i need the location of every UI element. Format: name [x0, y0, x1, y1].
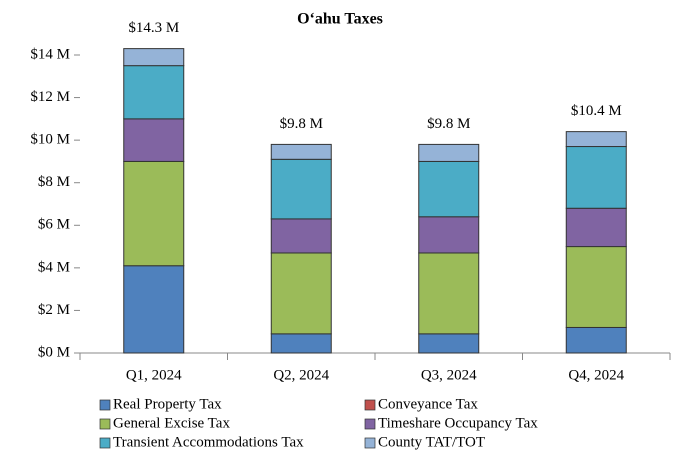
- total-label: $9.8 M: [280, 116, 323, 132]
- bar-segment: [418, 252, 480, 335]
- bar-segment: [123, 265, 185, 354]
- legend-label: Transient Accommodations Tax: [113, 434, 304, 450]
- bar-segment: [123, 118, 185, 162]
- bar-segment: [270, 143, 332, 160]
- bar-segment: [565, 146, 627, 209]
- x-tick-label: Q3, 2024: [421, 367, 477, 383]
- bar-segment: [418, 160, 480, 218]
- bar-segment: [565, 326, 627, 354]
- y-tick-label: $6 M: [38, 217, 70, 233]
- total-label: $10.4 M: [571, 103, 622, 119]
- bar-segment: [418, 333, 480, 354]
- bar-segment: [418, 143, 480, 162]
- y-tick-label: $0 M: [38, 344, 70, 360]
- bar-segment: [123, 48, 185, 67]
- bar-segment: [270, 158, 332, 220]
- legend-swatch: [99, 437, 111, 449]
- x-tick-label: Q4, 2024: [568, 367, 624, 383]
- bar-segment: [418, 216, 480, 254]
- legend-label: County TAT/TOT: [378, 434, 485, 450]
- bar-segment: [270, 333, 332, 354]
- legend-swatch: [99, 418, 111, 430]
- bar-segment: [123, 65, 185, 120]
- x-tick-label: Q1, 2024: [126, 367, 182, 383]
- bar-segment: [270, 218, 332, 254]
- bar-segment: [565, 246, 627, 328]
- legend-label: Real Property Tax: [113, 396, 222, 412]
- legend-swatch: [364, 399, 376, 411]
- total-label: $9.8 M: [427, 116, 470, 132]
- total-label: $14.3 M: [128, 20, 179, 36]
- y-tick-label: $2 M: [38, 302, 70, 318]
- legend-label: Timeshare Occupancy Tax: [378, 415, 538, 431]
- chart-title: O‘ahu Taxes: [297, 11, 383, 28]
- y-tick-label: $12 M: [30, 89, 70, 105]
- legend-swatch: [99, 399, 111, 411]
- y-tick-label: $8 M: [38, 174, 70, 190]
- legend-swatch: [364, 437, 376, 449]
- legend-label: Conveyance Tax: [378, 396, 478, 412]
- legend-swatch: [364, 418, 376, 430]
- x-tick-label: Q2, 2024: [273, 367, 329, 383]
- bar-segment: [123, 160, 185, 267]
- bar-segment: [565, 207, 627, 248]
- y-tick-label: $4 M: [38, 259, 70, 275]
- y-tick-label: $10 M: [30, 132, 70, 148]
- bar-segment: [565, 131, 627, 148]
- bar-segment: [270, 252, 332, 335]
- legend-label: General Excise Tax: [113, 415, 230, 431]
- y-tick-label: $14 M: [30, 46, 70, 62]
